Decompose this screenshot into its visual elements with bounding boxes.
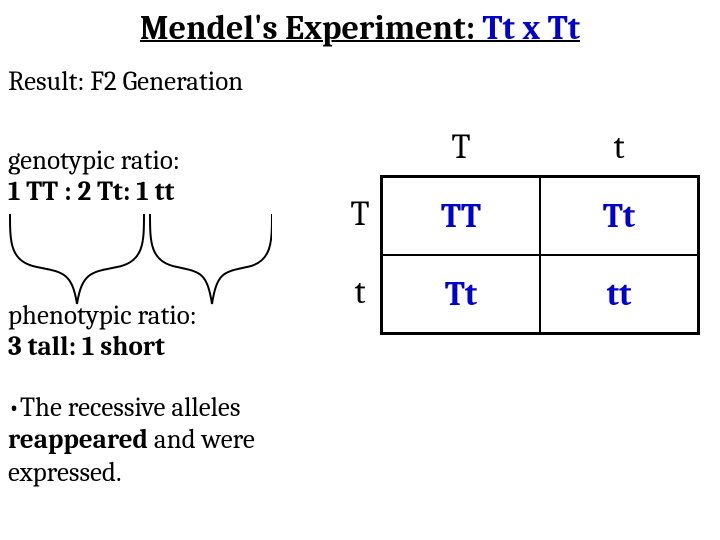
cell-0-0: TT — [382, 177, 540, 255]
title-prefix: Mendel's Experiment: — [140, 8, 483, 48]
punnett-grid: TT Tt Tt tt — [380, 175, 700, 335]
phenotypic-block: phenotypic ratio: 3 tall: 1 short — [8, 300, 197, 362]
row-header-0: T — [340, 175, 380, 253]
col-header-0: T — [382, 120, 540, 175]
cell-1-1: tt — [540, 255, 698, 333]
bullet-strong: reappeared — [8, 424, 148, 455]
genotypic-value: 1 TT : 2 Tt: 1 tt — [8, 176, 318, 207]
genotypic-label: genotypic ratio: — [8, 145, 318, 176]
punnett-row-headers: T t — [340, 175, 380, 335]
result-subtitle: Result: F2 Generation — [0, 66, 720, 97]
phenotypic-value: 3 tall: 1 short — [8, 331, 197, 362]
punnett-col-headers: T t — [382, 120, 700, 175]
col-header-1: t — [540, 120, 698, 175]
cell-0-1: Tt — [540, 177, 698, 255]
slide-title: Mendel's Experiment: Tt x Tt — [0, 0, 720, 48]
punnett-square: T t T t TT Tt Tt tt — [340, 120, 700, 335]
bullet-pre: •The recessive alleles — [8, 392, 240, 423]
cell-1-0: Tt — [382, 255, 540, 333]
row-header-1: t — [340, 253, 380, 331]
punnett-grid-wrap: T t TT Tt Tt tt — [340, 175, 700, 335]
title-cross: Tt x Tt — [483, 8, 581, 48]
genotypic-block: genotypic ratio: 1 TT : 2 Tt: 1 tt — [8, 145, 318, 207]
bullet-point: •The recessive alleles reappeared and we… — [8, 392, 338, 489]
phenotypic-label: phenotypic ratio: — [8, 300, 197, 331]
